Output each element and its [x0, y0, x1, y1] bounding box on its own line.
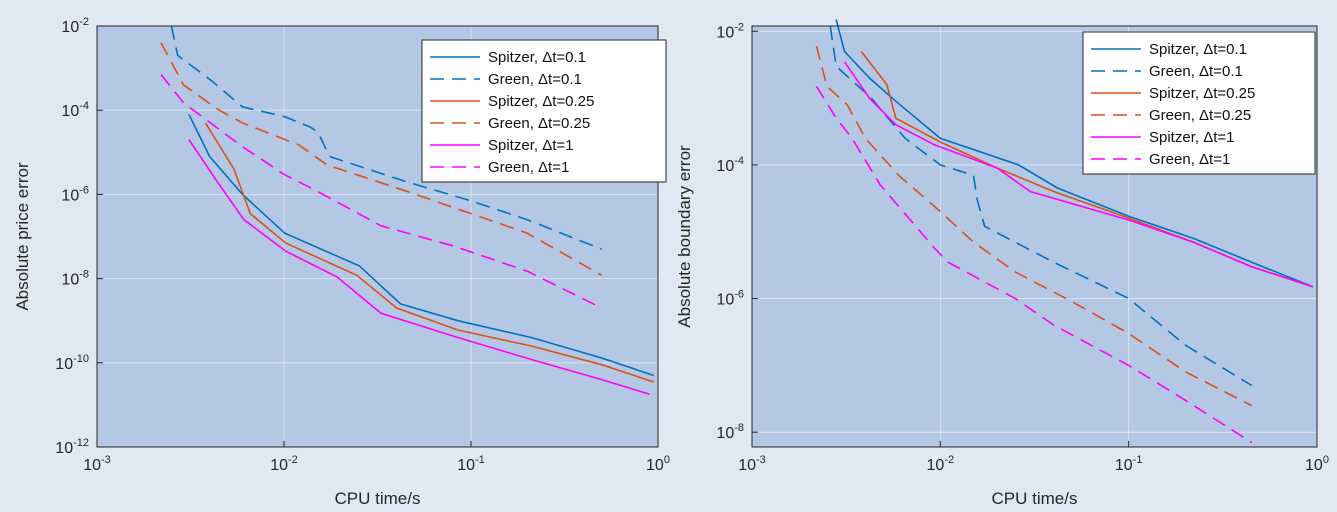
legend-entry: Green, Δt=1: [1149, 151, 1230, 168]
series-line-2: [829, 25, 1253, 387]
chart-1: 10-3 10-2 10-1 100 10-12 10-10 10-8 10-6 10-4 10-…: [13, 16, 670, 508]
series-line-5: [843, 61, 1314, 288]
plot-frame: [751, 25, 1318, 448]
legend: Spitzer, Δt=0.1 Green, Δt=0.1 Spitzer, Δt=…: [1082, 31, 1316, 175]
legend-entry: Spitzer, Δt=0.1: [1149, 41, 1247, 58]
legend-entry: Green, Δt=0.1: [488, 71, 582, 88]
y-tick-label: 10-4: [716, 155, 744, 175]
y-tick-label: 10-2: [61, 16, 89, 36]
series-line-4: [815, 45, 1253, 407]
plot-frame: [96, 25, 659, 448]
y-tick-label: 10-6: [716, 289, 744, 309]
x-tick-label: 100: [1305, 454, 1329, 474]
x-tick-label: 10-1: [1115, 454, 1143, 474]
x-axis-label: CPU time/s: [335, 489, 421, 508]
legend-entry: Spitzer, Δt=1: [1149, 129, 1234, 146]
x-tick-label: 10-1: [457, 454, 485, 474]
legend-entry: Green, Δt=0.1: [1149, 63, 1243, 80]
y-tick-label: 10-12: [55, 437, 89, 457]
x-tick-label: 10-3: [83, 454, 111, 474]
legend-entry: Spitzer, Δt=0.25: [488, 93, 594, 110]
series-line-6: [160, 74, 603, 309]
y-tick-label: 10-8: [716, 422, 744, 442]
legend-entry: Green, Δt=1: [488, 159, 569, 176]
y-tick-label: 10-10: [55, 353, 89, 373]
legend: Spitzer, Δt=0.1 Green, Δt=0.1 Spitzer, Δt=…: [421, 39, 667, 183]
x-tick-label: 100: [646, 454, 670, 474]
legend-entry: Spitzer, Δt=1: [488, 137, 573, 154]
series-line-1: [835, 19, 1314, 288]
y-tick-label: 10-2: [716, 21, 744, 41]
legend-box: [1082, 31, 1316, 175]
legend-box: [421, 39, 667, 183]
legend-entry: Green, Δt=0.25: [1149, 107, 1251, 124]
x-axis-label: CPU time/s: [992, 489, 1078, 508]
series-line-3: [204, 122, 655, 383]
y-tick-label: 10-6: [61, 184, 89, 204]
chart-2: 10-3 10-2 10-1 100 10-8 10-6 10-4 10-2 CPU time/…: [675, 19, 1329, 508]
series-line-4: [160, 42, 603, 276]
x-tick-label: 10-2: [927, 454, 955, 474]
x-tick-label: 10-3: [738, 454, 766, 474]
y-axis-label: Absolute boundary error: [675, 145, 694, 328]
legend-entry: Spitzer, Δt=0.25: [1149, 85, 1255, 102]
legend-entry: Spitzer, Δt=0.1: [488, 49, 586, 66]
series-line-6: [815, 85, 1253, 444]
y-axis-label: Absolute price error: [13, 162, 32, 311]
series-line-2: [170, 25, 602, 250]
series-line-5: [188, 139, 650, 395]
y-tick-label: 10-4: [61, 100, 89, 120]
x-tick-label: 10-2: [270, 454, 298, 474]
series-line-1: [188, 113, 655, 377]
legend-entry: Green, Δt=0.25: [488, 115, 590, 132]
y-tick-label: 10-8: [61, 269, 89, 289]
